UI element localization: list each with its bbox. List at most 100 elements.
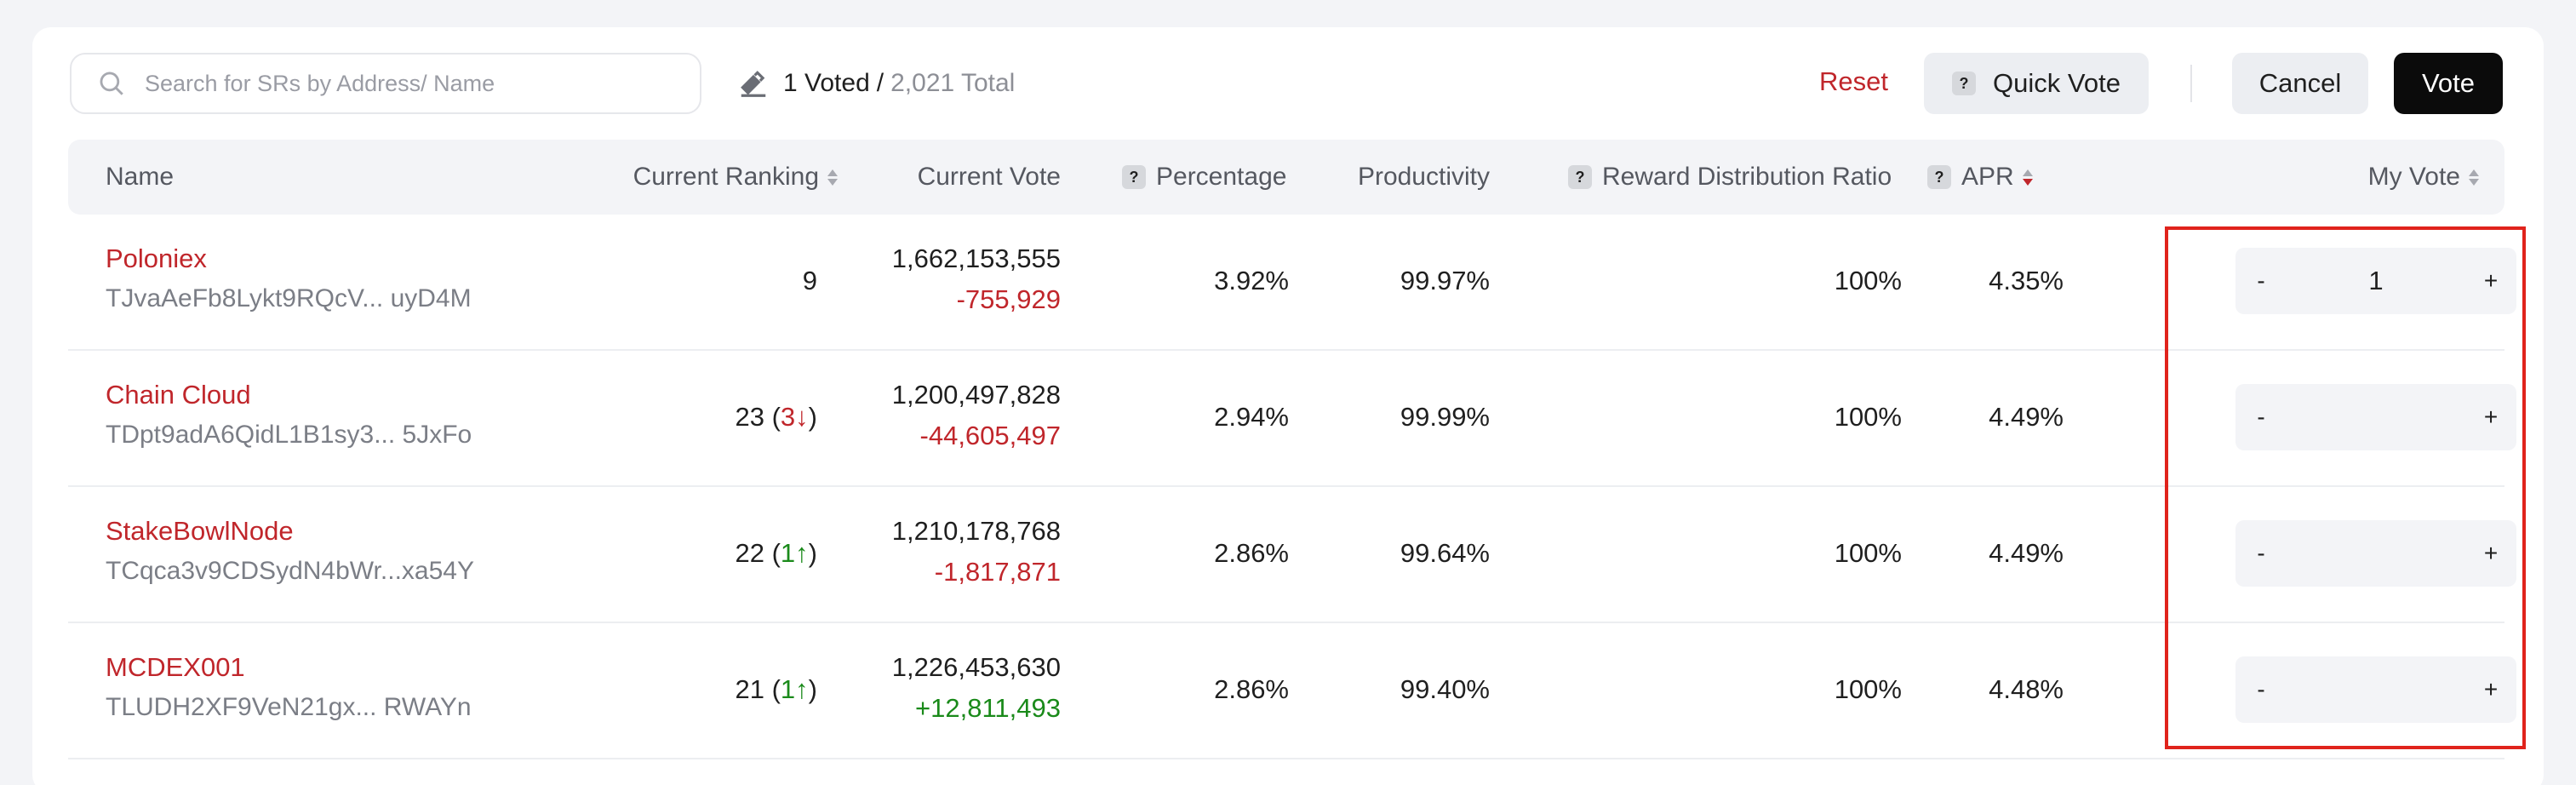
ranking-value: 9 xyxy=(802,266,817,295)
rank-change: 1↑ xyxy=(780,538,809,568)
search-box[interactable] xyxy=(70,53,701,114)
help-icon[interactable]: ? xyxy=(1122,165,1146,189)
increment-button[interactable]: + xyxy=(2483,267,2499,294)
sr-address: TJvaAeFb8Lykt9RQcV... uyD4M xyxy=(106,284,472,312)
my-vote-stepper: - + xyxy=(2235,656,2516,723)
productivity: 99.64% xyxy=(1400,538,1490,568)
table-row: Poloniex TJvaAeFb8Lykt9RQcV... uyD4M 9 1… xyxy=(68,215,2516,351)
reward-ratio: 100% xyxy=(1834,674,1902,704)
sr-address: TLUDH2XF9VeN21gx... RWAYn xyxy=(106,693,472,721)
table-row: Chain Cloud TDpt9adA6QidL1B1sy3... 5JxFo… xyxy=(68,351,2516,487)
table-header: Name Current Ranking Current Vote ? Perc… xyxy=(68,140,2504,215)
col-my-vote[interactable]: My Vote xyxy=(2196,140,2479,215)
percentage: 2.86% xyxy=(1214,538,1289,568)
col-current-vote: Current Vote xyxy=(805,140,1061,215)
increment-button[interactable]: + xyxy=(2483,540,2499,566)
help-icon[interactable]: ? xyxy=(1568,165,1592,189)
col-current-ranking-label: Current Ranking xyxy=(633,163,819,191)
sr-name-link[interactable]: Chain Cloud xyxy=(106,380,251,410)
col-apr[interactable]: ? APR xyxy=(1927,140,2033,215)
sort-icon[interactable] xyxy=(827,169,838,186)
sort-icon[interactable] xyxy=(2469,169,2479,186)
quick-vote-button[interactable]: ? Quick Vote xyxy=(1924,53,2149,114)
decrement-button[interactable]: - xyxy=(2257,540,2265,566)
current-vote: 1,200,497,828 xyxy=(891,380,1061,410)
current-ranking: 22 (1↑) xyxy=(735,538,818,568)
increment-button[interactable]: + xyxy=(2483,404,2499,430)
reward-ratio: 100% xyxy=(1834,266,1902,295)
productivity: 99.40% xyxy=(1400,674,1490,704)
col-name-label: Name xyxy=(106,163,175,191)
ranking-value: 21 xyxy=(735,674,764,704)
table-row: MCDEX001 TLUDH2XF9VeN21gx... RWAYn 21 (1… xyxy=(68,623,2516,759)
col-reward-ratio: ? Reward Distribution Ratio xyxy=(1568,140,1892,215)
my-vote-input[interactable] xyxy=(2287,520,2465,587)
decrement-button[interactable]: - xyxy=(2257,267,2265,294)
rank-change: 3↓ xyxy=(780,402,809,432)
ballot-icon xyxy=(741,71,766,97)
table-row: StakeBowlNode TCqca3v9CDSydN4bWr...xa54Y… xyxy=(68,487,2516,623)
col-current-ranking[interactable]: Current Ranking xyxy=(528,140,838,215)
vote-summary: 1 Voted / 2,021 Total xyxy=(737,65,1015,102)
ranking-value: 23 xyxy=(735,402,764,432)
reward-ratio: 100% xyxy=(1834,538,1902,568)
col-reward-ratio-label: Reward Distribution Ratio xyxy=(1602,163,1892,191)
percentage: 2.94% xyxy=(1214,402,1289,432)
apr: 4.49% xyxy=(1989,538,2064,568)
current-ranking: 21 (1↑) xyxy=(735,674,818,704)
sr-address: TDpt9adA6QidL1B1sy3... 5JxFo xyxy=(106,421,472,449)
decrement-button[interactable]: - xyxy=(2257,676,2265,702)
col-percentage: ? Percentage xyxy=(1122,140,1286,215)
cancel-button[interactable]: Cancel xyxy=(2232,53,2368,114)
productivity: 99.99% xyxy=(1400,402,1490,432)
col-apr-label: APR xyxy=(1961,163,2014,191)
sort-icon[interactable] xyxy=(2022,169,2033,186)
current-vote: 1,662,153,555 xyxy=(891,244,1061,273)
ranking-value: 22 xyxy=(735,538,764,568)
current-vote: 1,226,453,630 xyxy=(891,652,1061,682)
current-ranking: 23 (3↓) xyxy=(735,402,818,432)
search-icon xyxy=(100,72,123,95)
summary-separator: / xyxy=(876,69,884,97)
increment-button[interactable]: + xyxy=(2483,676,2499,702)
my-vote-input[interactable] xyxy=(2287,248,2465,314)
col-name: Name xyxy=(106,140,174,215)
sr-name-link[interactable]: StakeBowlNode xyxy=(106,516,294,546)
total-count: 2,021 Total xyxy=(890,69,1016,97)
my-vote-stepper: - + xyxy=(2235,248,2516,314)
search-input[interactable] xyxy=(145,70,673,97)
percentage: 2.86% xyxy=(1214,674,1289,704)
col-percentage-label: Percentage xyxy=(1156,163,1287,191)
col-current-vote-label: Current Vote xyxy=(917,163,1061,191)
quick-vote-label: Quick Vote xyxy=(1993,68,2121,98)
vote-change: -1,817,871 xyxy=(934,557,1061,587)
my-vote-input[interactable] xyxy=(2287,656,2465,723)
help-icon[interactable]: ? xyxy=(1927,165,1951,189)
decrement-button[interactable]: - xyxy=(2257,404,2265,430)
apr: 4.48% xyxy=(1989,674,2064,704)
my-vote-stepper: - + xyxy=(2235,384,2516,450)
rank-change: 1↑ xyxy=(780,674,809,704)
vote-change: -755,929 xyxy=(956,284,1061,314)
productivity: 99.97% xyxy=(1400,266,1490,295)
vote-change: -44,605,497 xyxy=(919,421,1061,450)
help-icon: ? xyxy=(1952,72,1977,95)
reward-ratio: 100% xyxy=(1834,402,1902,432)
toolbar-divider xyxy=(2190,65,2192,102)
my-vote-input[interactable] xyxy=(2287,384,2465,450)
percentage: 3.92% xyxy=(1214,266,1289,295)
sr-name-link[interactable]: Poloniex xyxy=(106,244,207,273)
apr: 4.49% xyxy=(1989,402,2064,432)
sr-name-link[interactable]: MCDEX001 xyxy=(106,652,245,682)
voted-count: 1 Voted xyxy=(783,69,870,97)
col-productivity-label: Productivity xyxy=(1357,163,1490,191)
vote-change: +12,811,493 xyxy=(915,693,1061,723)
reset-button[interactable]: Reset xyxy=(1819,66,1888,96)
col-my-vote-label: My Vote xyxy=(2367,163,2460,191)
col-productivity: Productivity xyxy=(1234,140,1490,215)
vote-button[interactable]: Vote xyxy=(2394,53,2503,114)
current-ranking: 9 xyxy=(477,266,817,296)
my-vote-stepper: - + xyxy=(2235,520,2516,587)
sr-address: TCqca3v9CDSydN4bWr...xa54Y xyxy=(106,557,474,585)
voting-panel: 1 Voted / 2,021 Total Reset ? Quick Vote… xyxy=(32,27,2544,785)
